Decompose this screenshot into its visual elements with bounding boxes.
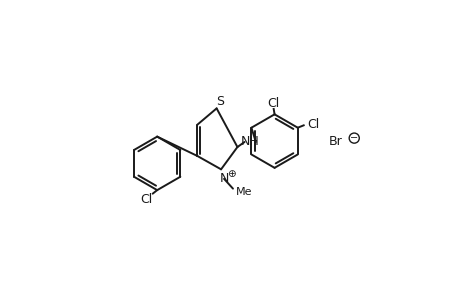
Text: S: S — [216, 95, 224, 108]
Text: Cl: Cl — [307, 118, 319, 131]
Text: Me: Me — [235, 187, 252, 197]
Text: Cl: Cl — [267, 97, 279, 110]
Text: ⊕: ⊕ — [226, 169, 235, 179]
Text: Cl: Cl — [140, 193, 151, 206]
Text: NH: NH — [240, 136, 259, 148]
Text: N: N — [219, 172, 228, 185]
Text: Br: Br — [329, 135, 342, 148]
Text: −: − — [349, 133, 358, 143]
